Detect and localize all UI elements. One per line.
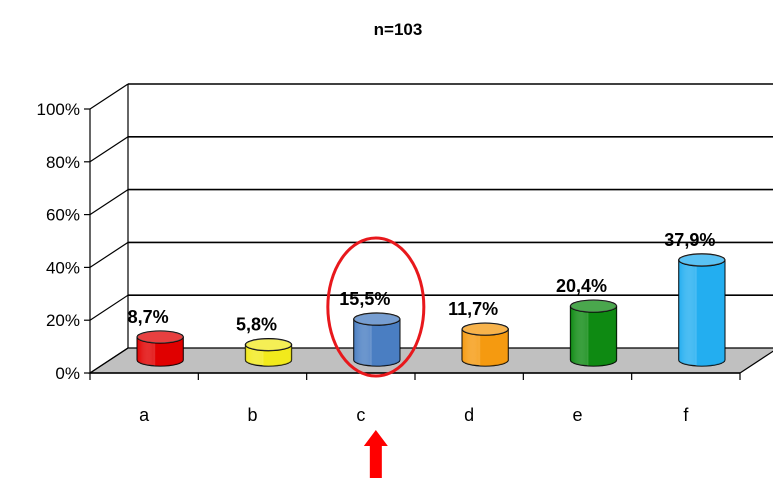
highlight-ellipse	[326, 236, 426, 378]
bar-e	[569, 299, 618, 367]
x-tick-label: b	[247, 405, 257, 425]
data-label: 20,4%	[556, 276, 607, 296]
labels: 8,7% 5,8% 15,5% 11,7% 20,4% 37,9%	[128, 230, 716, 335]
bar-top-shine	[245, 338, 292, 351]
y-tick-label: 80%	[46, 153, 80, 172]
pointer-arrow-icon	[363, 430, 388, 478]
bar-top	[678, 253, 726, 267]
bar-top	[244, 338, 293, 352]
bar-shading	[678, 259, 725, 366]
chart-title: n=103	[374, 20, 423, 39]
axes: 0% 20% 40% 60% 80% 100% a b c d e f	[37, 100, 741, 425]
bar-top	[569, 299, 618, 313]
side-gridline	[89, 83, 129, 110]
bar-shading	[137, 337, 184, 366]
x-tick-label: a	[139, 405, 150, 425]
y-tick-label: 60%	[46, 206, 80, 225]
bar-c	[353, 312, 401, 367]
side-gridline	[89, 136, 129, 163]
x-tick-label: e	[572, 405, 582, 425]
data-label: 15,5%	[339, 289, 390, 309]
data-label: 37,9%	[664, 230, 715, 250]
bar-top	[461, 322, 509, 336]
bar-top-shine	[570, 300, 617, 313]
bar-shading	[462, 329, 509, 366]
bar-top	[136, 330, 184, 344]
y-tick-label: 100%	[37, 100, 80, 119]
bar-f	[678, 253, 726, 367]
data-label: 5,8%	[236, 315, 277, 335]
bar-d	[461, 322, 509, 367]
x-tick-label: f	[683, 405, 689, 425]
data-label: 8,7%	[128, 307, 169, 327]
grid	[87, 83, 773, 374]
data-label: 11,7%	[448, 299, 498, 319]
bar-a	[136, 330, 184, 367]
x-tick-label: d	[464, 405, 474, 425]
floor	[87, 347, 773, 374]
bar-top-shine	[462, 323, 509, 336]
bar-shading	[353, 319, 400, 366]
bar-shading	[570, 306, 617, 366]
bars	[136, 253, 726, 367]
side-gridline	[89, 189, 129, 216]
side-gridline	[89, 347, 129, 374]
bar-b	[244, 338, 293, 367]
y-tick-label: 40%	[46, 258, 80, 277]
bar-top	[353, 312, 401, 326]
bar-top-shine	[353, 313, 400, 326]
bar-top-shine	[137, 331, 184, 344]
side-gridline	[89, 241, 129, 268]
side-gridline	[89, 294, 129, 321]
y-tick-label: 20%	[46, 311, 80, 330]
x-tick-label: c	[356, 405, 365, 425]
annotations	[326, 236, 426, 478]
bar-top-shine	[678, 253, 725, 266]
y-tick-label: 0%	[55, 364, 80, 383]
